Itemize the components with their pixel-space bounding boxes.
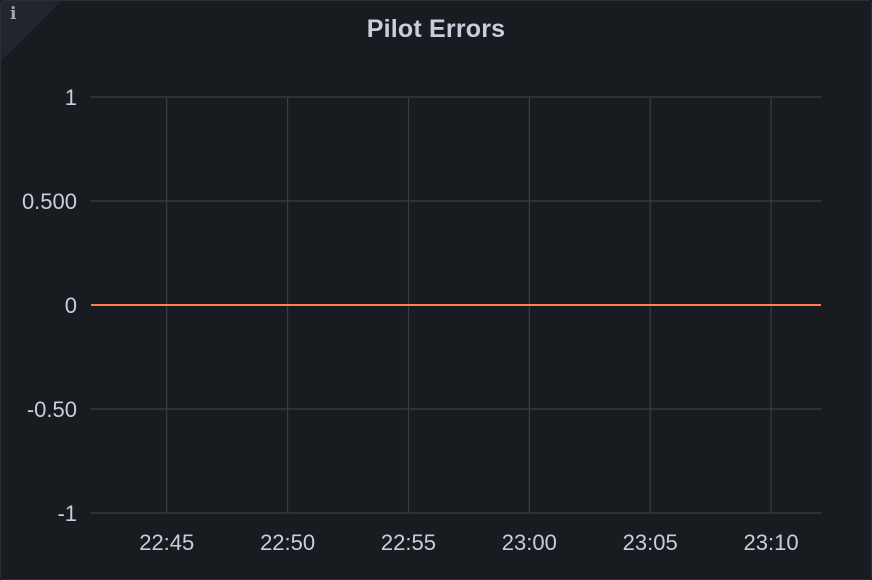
y-tick-label: -1 <box>57 501 77 526</box>
panel-title: Pilot Errors <box>366 15 506 43</box>
x-tick-label: 23:10 <box>744 530 799 555</box>
y-tick-label: 0.500 <box>22 189 77 214</box>
x-tick-label: 22:55 <box>381 530 436 555</box>
y-tick-label: 1 <box>65 85 77 110</box>
x-tick-label: 22:45 <box>139 530 194 555</box>
y-tick-label: 0 <box>65 293 77 318</box>
y-axis-ticks: 1 0.500 0 -0.50 -1 <box>22 85 77 526</box>
info-icon[interactable]: i <box>10 4 17 24</box>
x-tick-label: 23:00 <box>502 530 557 555</box>
y-tick-label: -0.50 <box>27 397 77 422</box>
x-tick-label: 22:50 <box>260 530 315 555</box>
x-tick-label: 23:05 <box>623 530 678 555</box>
panel-info-corner[interactable] <box>1 1 61 61</box>
x-axis-ticks: 22:45 22:50 22:55 23:00 23:05 23:10 <box>139 530 798 555</box>
